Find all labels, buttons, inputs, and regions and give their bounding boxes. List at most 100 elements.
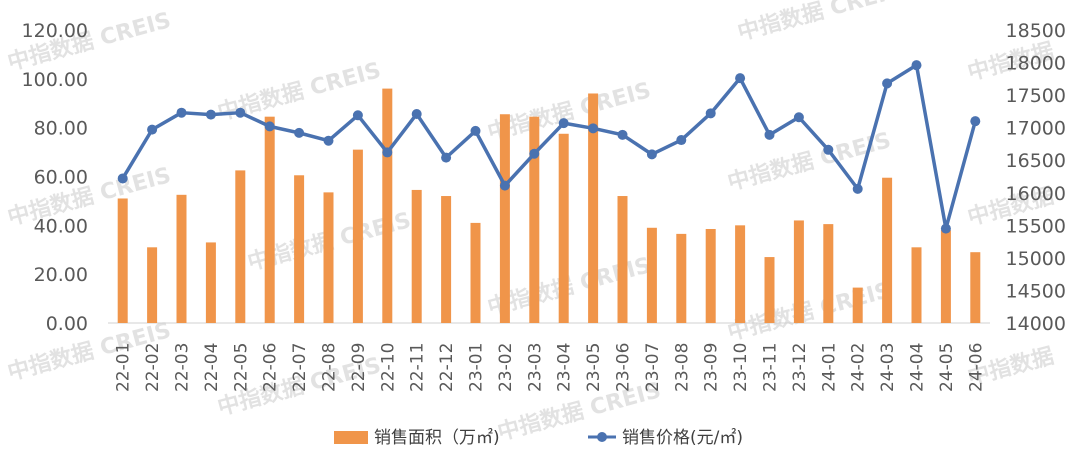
x-tick-label: 24-06 (966, 343, 986, 392)
watermark-text: 中指数据 CREIS (485, 77, 654, 146)
y-right-tick-label: 18000 (1006, 53, 1066, 75)
bar (117, 198, 128, 323)
bar (352, 149, 363, 323)
bar (970, 252, 981, 323)
x-tick-label: 22-11 (408, 343, 428, 392)
x-tick-label: 23-04 (555, 343, 575, 392)
x-tick-label: 22-08 (320, 343, 340, 392)
x-tick-label: 22-12 (437, 343, 457, 392)
x-tick-label: 22-05 (231, 343, 251, 392)
y-axis-right: 14000 14500 15000 15500 16000 16500 17000 17500… (1006, 20, 1066, 335)
line-point (352, 110, 363, 121)
line-point (147, 124, 158, 135)
line-point (441, 152, 452, 163)
y-left-tick-label: 0.00 (46, 313, 88, 335)
bar (411, 189, 422, 323)
line-point (382, 147, 393, 158)
x-tick-label: 22-06 (261, 343, 281, 392)
bar (470, 222, 481, 323)
line-point (117, 173, 128, 184)
y-right-tick-label: 14500 (1006, 280, 1066, 302)
x-tick-label: 23-06 (614, 343, 634, 392)
x-tick-label: 24-03 (878, 343, 898, 392)
legend-swatch-marker (597, 432, 607, 442)
bar-series (117, 88, 981, 323)
line-point (793, 112, 804, 123)
x-tick-label: 23-11 (761, 343, 781, 392)
y-left-tick-label: 80.00 (34, 118, 88, 140)
bar (529, 116, 540, 323)
x-tick-label: 23-01 (467, 343, 487, 392)
x-tick-label: 23-07 (643, 343, 663, 392)
bar (617, 196, 628, 323)
bar (676, 233, 687, 323)
x-tick-label: 22-01 (114, 343, 134, 392)
y-right-tick-label: 15500 (1006, 215, 1066, 237)
y-left-tick-label: 60.00 (34, 167, 88, 189)
y-right-tick-label: 14000 (1006, 313, 1066, 335)
y-axis-left: 0.00 20.00 40.00 60.00 80.00 100.00 120.00 (22, 20, 88, 335)
legend-label-line: 销售价格(元/㎡) (622, 428, 743, 448)
bar (205, 242, 216, 323)
x-tick-label: 23-03 (525, 343, 545, 392)
line-point (294, 127, 305, 138)
bar (499, 114, 510, 323)
bar (294, 175, 305, 323)
y-left-tick-label: 20.00 (34, 264, 88, 286)
line-point (676, 135, 687, 146)
x-tick-label: 24-02 (849, 343, 869, 392)
watermark-text: 中指数据 CREIS (5, 162, 174, 231)
line-point (205, 109, 216, 120)
bar (323, 192, 334, 323)
x-tick-label: 23-09 (702, 343, 722, 392)
bar (764, 257, 775, 323)
line-point (235, 107, 246, 118)
line-point (588, 123, 599, 134)
x-tick-label: 24-04 (908, 343, 928, 392)
y-left-tick-label: 40.00 (34, 215, 88, 237)
x-tick-label: 22-07 (290, 343, 310, 392)
bar (646, 227, 657, 323)
x-tick-label: 22-04 (202, 343, 222, 392)
watermark-text: 中指数据 CREIS (725, 277, 894, 346)
y-right-tick-label: 17500 (1006, 85, 1066, 107)
bar (793, 220, 804, 323)
bar (882, 177, 893, 323)
x-tick-label: 23-10 (731, 343, 751, 392)
x-tick-label: 23-08 (672, 343, 692, 392)
line-point (940, 223, 951, 234)
bar (382, 88, 393, 323)
x-tick-label: 24-01 (819, 343, 839, 392)
line-point (499, 180, 510, 191)
line-point (911, 60, 922, 71)
bar (705, 228, 716, 323)
y-right-tick-label: 15000 (1006, 248, 1066, 270)
bar (940, 230, 951, 323)
line-point (764, 129, 775, 140)
x-axis: 22-01 22-02 22-03 22-04 22-05 22-06 22-07 22-08… (114, 343, 987, 392)
bar (441, 196, 452, 323)
bar (558, 133, 569, 323)
bar (147, 247, 158, 323)
line-point (264, 121, 275, 132)
y-left-tick-label: 100.00 (22, 69, 88, 91)
bar (911, 247, 922, 323)
line-point (470, 125, 481, 136)
line-point (411, 108, 422, 119)
line-point (529, 148, 540, 159)
x-tick-label: 24-05 (937, 343, 957, 392)
line-point (558, 118, 569, 129)
x-tick-label: 23-02 (496, 343, 516, 392)
line-point (882, 78, 893, 89)
watermark-text: 中指数据 CREIS (725, 127, 894, 196)
y-left-tick-label: 120.00 (22, 20, 88, 42)
bar (176, 194, 187, 323)
x-tick-label: 22-03 (173, 343, 193, 392)
y-right-tick-label: 16500 (1006, 150, 1066, 172)
line-point (735, 73, 746, 84)
y-right-tick-label: 16000 (1006, 183, 1066, 205)
line-point (617, 129, 628, 140)
bar (735, 225, 746, 323)
legend-swatch-bar (334, 431, 368, 444)
